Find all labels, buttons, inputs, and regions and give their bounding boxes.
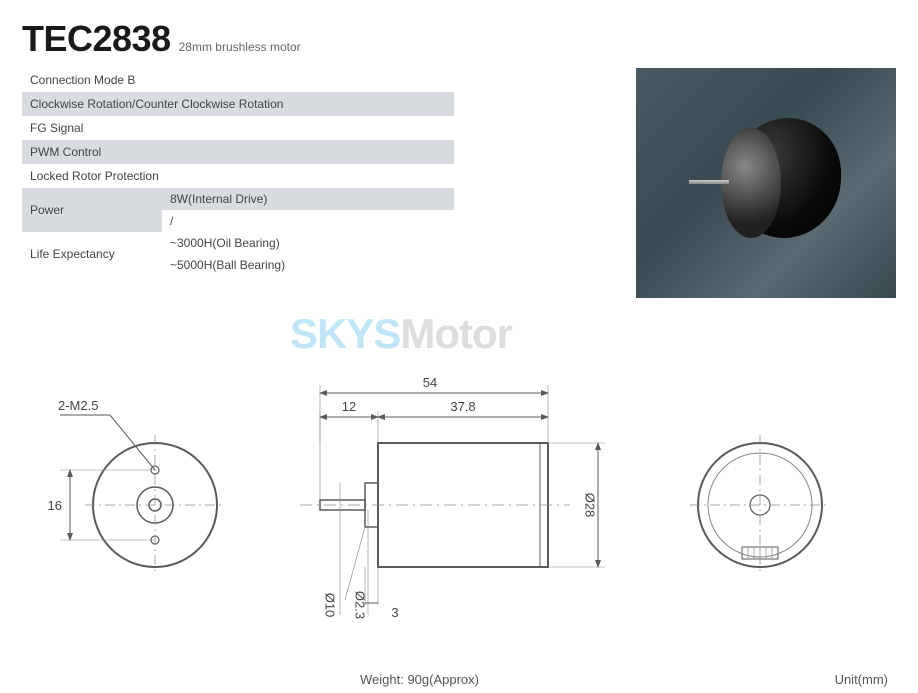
model-subtitle: 28mm brushless motor	[179, 40, 301, 54]
spec-life-value: ~5000H(Ball Bearing)	[162, 254, 454, 276]
front-view: 16 2-M2.5	[48, 398, 225, 575]
rear-view	[690, 435, 830, 575]
watermark: SKYSMotor	[290, 310, 512, 358]
spec-power-value: 8W(Internal Drive)	[162, 188, 454, 210]
dim-body-diameter: Ø28	[583, 493, 598, 518]
dim-boss-diameter: Ø10	[323, 593, 338, 618]
spec-life-value: ~3000H(Oil Bearing)	[162, 232, 454, 254]
spec-power-label: Power	[22, 188, 162, 232]
watermark-b: Motor	[400, 310, 512, 357]
spec-row: Connection Mode B	[22, 68, 454, 92]
watermark-a: SKYS	[290, 310, 400, 357]
spec-life-label: Life Expectancy	[22, 232, 162, 276]
weight-label: Weight: 90g(Approx)	[360, 672, 479, 687]
unit-label: Unit(mm)	[835, 672, 888, 687]
product-photo	[636, 68, 896, 298]
spec-life: Life Expectancy ~3000H(Oil Bearing)~5000…	[22, 232, 454, 276]
spec-row: Locked Rotor Protection	[22, 164, 454, 188]
model-number: TEC2838	[22, 18, 171, 60]
spec-row: PWM Control	[22, 140, 454, 164]
dim-hole-label: 2-M2.5	[58, 398, 98, 413]
spec-power: Power 8W(Internal Drive)/	[22, 188, 454, 232]
dim-shaft-length: 12	[342, 399, 356, 414]
spec-table: Connection Mode BClockwise Rotation/Coun…	[22, 68, 454, 298]
spec-row: Clockwise Rotation/Counter Clockwise Rot…	[22, 92, 454, 116]
spec-power-value: /	[162, 210, 454, 232]
technical-drawing: 16 2-M2.5 54 12 37.8 Ø28	[0, 355, 918, 655]
dim-body-length: 37.8	[450, 399, 475, 414]
spec-row: FG Signal	[22, 116, 454, 140]
side-view: 54 12 37.8 Ø28 Ø10 Ø2.3 3	[300, 375, 605, 620]
dim-step-depth: 3	[391, 605, 398, 620]
dim-hole-pitch: 16	[48, 498, 62, 513]
dim-overall-length: 54	[423, 375, 437, 390]
